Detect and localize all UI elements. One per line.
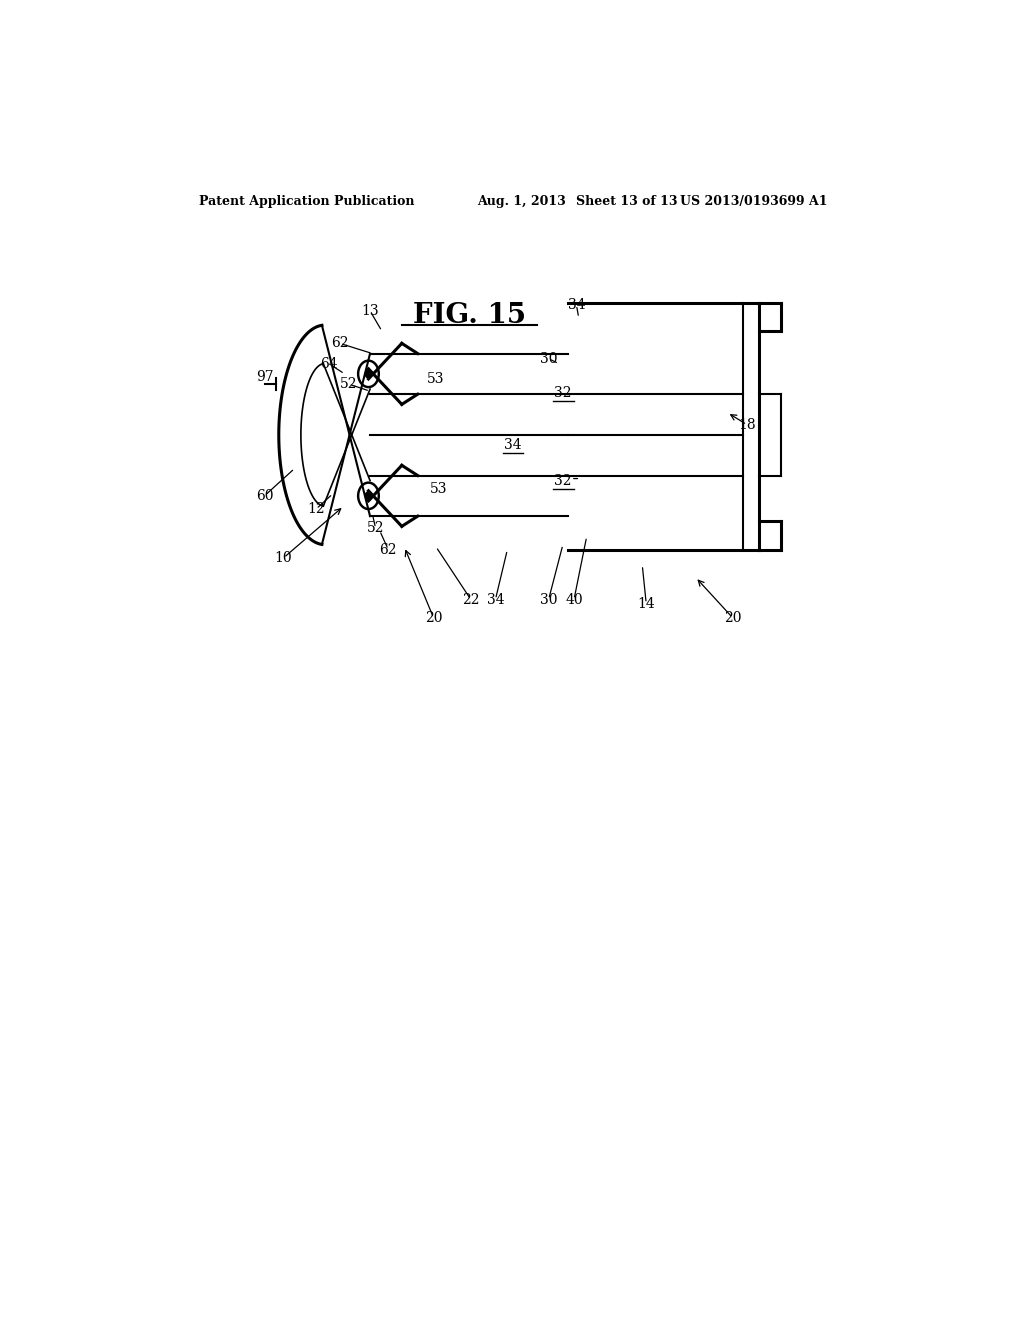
Text: 10: 10: [274, 550, 293, 565]
Text: 12: 12: [307, 502, 325, 516]
Text: 32: 32: [554, 474, 571, 487]
Text: 32: 32: [554, 387, 571, 400]
Text: 34: 34: [567, 298, 585, 312]
Text: Sheet 13 of 13: Sheet 13 of 13: [577, 194, 678, 207]
Text: 53: 53: [430, 482, 447, 496]
Text: 34: 34: [504, 438, 521, 451]
Circle shape: [366, 370, 372, 378]
Text: US 2013/0193699 A1: US 2013/0193699 A1: [680, 194, 827, 207]
Text: Aug. 1, 2013: Aug. 1, 2013: [477, 194, 566, 207]
Text: 40: 40: [565, 593, 583, 606]
Text: 14: 14: [637, 597, 655, 611]
Text: 60: 60: [256, 488, 273, 503]
Text: 62: 62: [380, 543, 397, 557]
Text: 34: 34: [486, 593, 504, 606]
Text: 22: 22: [462, 593, 479, 606]
Text: FIG. 15: FIG. 15: [413, 302, 525, 330]
Text: 52: 52: [340, 378, 357, 391]
Text: 13: 13: [361, 304, 379, 318]
Text: 97: 97: [256, 370, 273, 384]
Text: 30: 30: [540, 593, 557, 606]
Text: 64: 64: [319, 356, 338, 371]
Text: 18: 18: [738, 417, 756, 432]
Circle shape: [366, 492, 372, 500]
Text: 30: 30: [540, 351, 557, 366]
Text: Patent Application Publication: Patent Application Publication: [200, 194, 415, 207]
Text: 53: 53: [427, 372, 444, 385]
Text: 62: 62: [331, 337, 348, 350]
Text: 52: 52: [367, 521, 384, 536]
Text: 20: 20: [425, 611, 442, 624]
Text: 20: 20: [724, 611, 741, 624]
